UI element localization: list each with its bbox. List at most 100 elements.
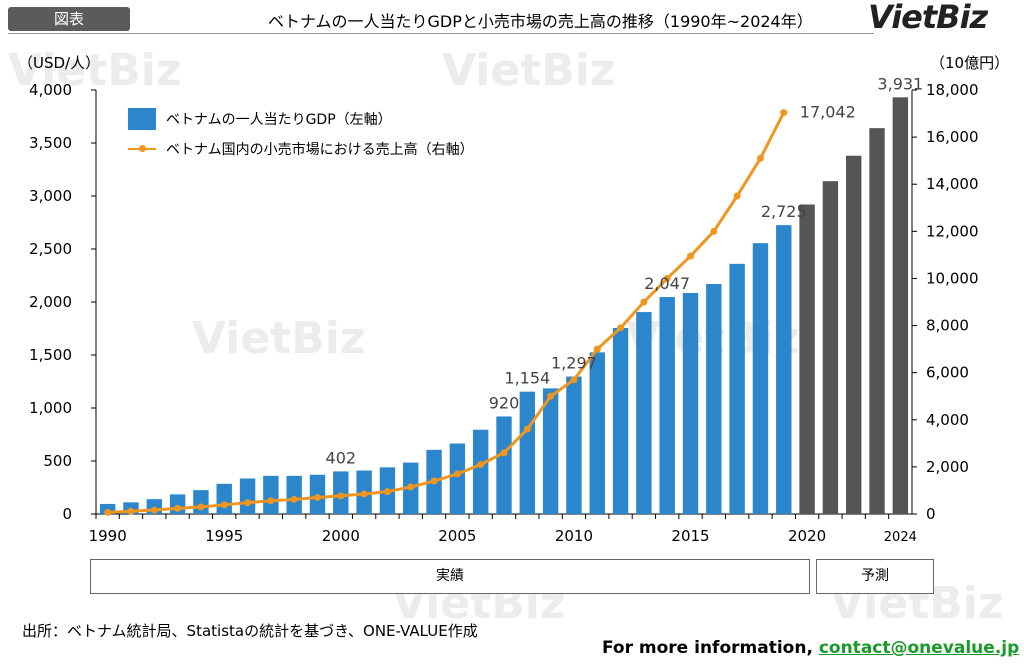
right-tick-label: 0 — [926, 505, 936, 523]
right-tick-label: 14,000 — [926, 175, 979, 193]
retail-sales-point — [220, 501, 228, 509]
forecast-period-box: 予測 — [816, 559, 934, 594]
legend: ベトナムの一人当たりGDP（左軸） ベトナム国内の小売市場における売上高（右軸） — [128, 104, 474, 164]
watermark: VietBiz — [442, 45, 616, 96]
retail-sales-point — [383, 488, 391, 496]
retail-sales-point — [570, 376, 578, 384]
right-tick-label: 6,000 — [926, 364, 969, 382]
x-tick-label: 2010 — [555, 527, 593, 545]
contact-prefix: For more information, — [602, 638, 813, 658]
left-tick-label: 2,000 — [29, 293, 72, 311]
legend-item-gdp: ベトナムの一人当たりGDP（左軸） — [128, 104, 474, 134]
retail-sales-point — [150, 506, 158, 514]
left-axis-unit: （USD/人） — [18, 54, 101, 72]
retail-sales-point — [733, 192, 741, 200]
gdp-data-label: 3,931 — [877, 74, 923, 93]
gdp-bar — [263, 475, 279, 514]
right-tick-label: 18,000 — [926, 81, 979, 99]
retail-sales-point — [360, 490, 368, 498]
retail-sales-point — [593, 345, 601, 353]
legend-label-gdp: ベトナムの一人当たりGDP（左軸） — [166, 112, 392, 128]
gdp-bar — [519, 391, 536, 514]
retail-sales-line — [107, 111, 786, 514]
gdp-bar — [472, 429, 489, 514]
retail-sales-point — [453, 470, 461, 478]
gdp-bar — [729, 263, 745, 514]
legend-label-retail: ベトナム国内の小売市場における売上高（右軸） — [166, 142, 474, 158]
x-tick-label: 2020 — [788, 527, 826, 545]
left-tick-label: 1,000 — [29, 399, 72, 417]
retail-sales-point — [337, 492, 345, 500]
retail-sales-point — [313, 494, 321, 502]
retail-sales-point — [756, 154, 764, 162]
x-tick-label: 2024 — [884, 530, 917, 545]
gdp-bar — [706, 283, 722, 514]
left-tick-label: 1,500 — [29, 346, 72, 364]
contact-line: For more information, contact@onevalue.j… — [602, 638, 1019, 658]
retail-data-label: 17,042 — [800, 103, 856, 122]
retail-sales-point — [127, 507, 135, 515]
x-tick-label: 2005 — [438, 527, 476, 545]
right-tick-label: 8,000 — [926, 317, 969, 335]
gdp-bar — [682, 292, 699, 514]
legend-item-retail: ベトナム国内の小売市場における売上高（右軸） — [128, 134, 474, 164]
gdp-data-label: 2,047 — [644, 274, 690, 293]
retail-sales-point — [407, 483, 415, 491]
chart-plot: 0 500 1,000 1,500 2,000 2,500 3,000 3,500 4,000 0… — [29, 74, 979, 545]
retail-sales-point — [547, 392, 555, 400]
gdp-bar — [776, 225, 792, 514]
gdp-bar — [659, 297, 675, 514]
right-tick-label: 16,000 — [926, 128, 979, 146]
contact-email-link[interactable]: contact@onevalue.jp — [818, 638, 1020, 658]
gdp-data-label: 920 — [489, 393, 520, 412]
right-tick-label: 2,000 — [926, 458, 969, 476]
gdp-data-label: 1,297 — [551, 354, 597, 373]
gdp-data-label: 2,725 — [761, 202, 807, 221]
gdp-bar — [589, 352, 605, 514]
retail-sales-point — [244, 499, 252, 507]
retail-sales-point — [290, 495, 298, 503]
gdp-bar — [799, 204, 815, 515]
title-underline — [8, 33, 874, 34]
retail-sales-point — [500, 449, 508, 457]
source-note: 出所：ベトナム統計局、Statistaの統計を基づき、ONE-VALUE作成 — [22, 622, 478, 640]
figure-badge: 図表 — [8, 7, 130, 31]
left-tick-label: 3,500 — [29, 134, 72, 152]
retail-sales-point — [687, 252, 695, 260]
right-axis-unit: （10億円） — [930, 54, 1010, 72]
left-tick-label: 3,000 — [29, 187, 72, 205]
retail-sales-point — [780, 109, 788, 117]
retail-sales-point — [477, 461, 485, 469]
retail-sales-point — [663, 274, 671, 282]
retail-sales-point — [710, 227, 718, 235]
x-tick-label: 1990 — [89, 527, 127, 545]
retail-sales-point — [640, 298, 648, 306]
gdp-bar — [286, 475, 302, 514]
gdp-bar — [566, 376, 582, 514]
left-tick-label: 0 — [62, 505, 72, 523]
retail-sales-point — [430, 477, 438, 485]
left-tick-label: 2,500 — [29, 240, 72, 258]
gdp-bar — [542, 388, 559, 514]
right-tick-label: 12,000 — [926, 222, 979, 240]
watermark: VietBiz — [8, 45, 182, 96]
gdp-bar — [636, 312, 652, 514]
right-tick-label: 4,000 — [926, 411, 969, 429]
x-tick-label: 1995 — [205, 527, 243, 545]
retail-sales-point — [523, 425, 531, 433]
gdp-data-label: 1,154 — [504, 369, 550, 388]
chart-title: ベトナムの一人当たりGDPと小売市場の売上高の推移（1990年~2024年） — [268, 12, 813, 31]
legend-swatch-line — [128, 138, 156, 160]
gdp-bar — [496, 416, 512, 514]
gdp-bar — [612, 327, 629, 514]
gdp-bar — [752, 243, 769, 515]
left-tick-label: 500 — [43, 452, 72, 470]
gdp-bar — [449, 443, 466, 514]
right-tick-label: 10,000 — [926, 269, 979, 287]
legend-swatch-bar — [128, 108, 156, 130]
gdp-bar — [239, 478, 256, 514]
gdp-bar — [892, 97, 909, 515]
retail-sales-point — [197, 503, 205, 511]
gdp-data-label: 402 — [326, 448, 357, 467]
vietbiz-logo: VietBiz — [868, 0, 988, 36]
